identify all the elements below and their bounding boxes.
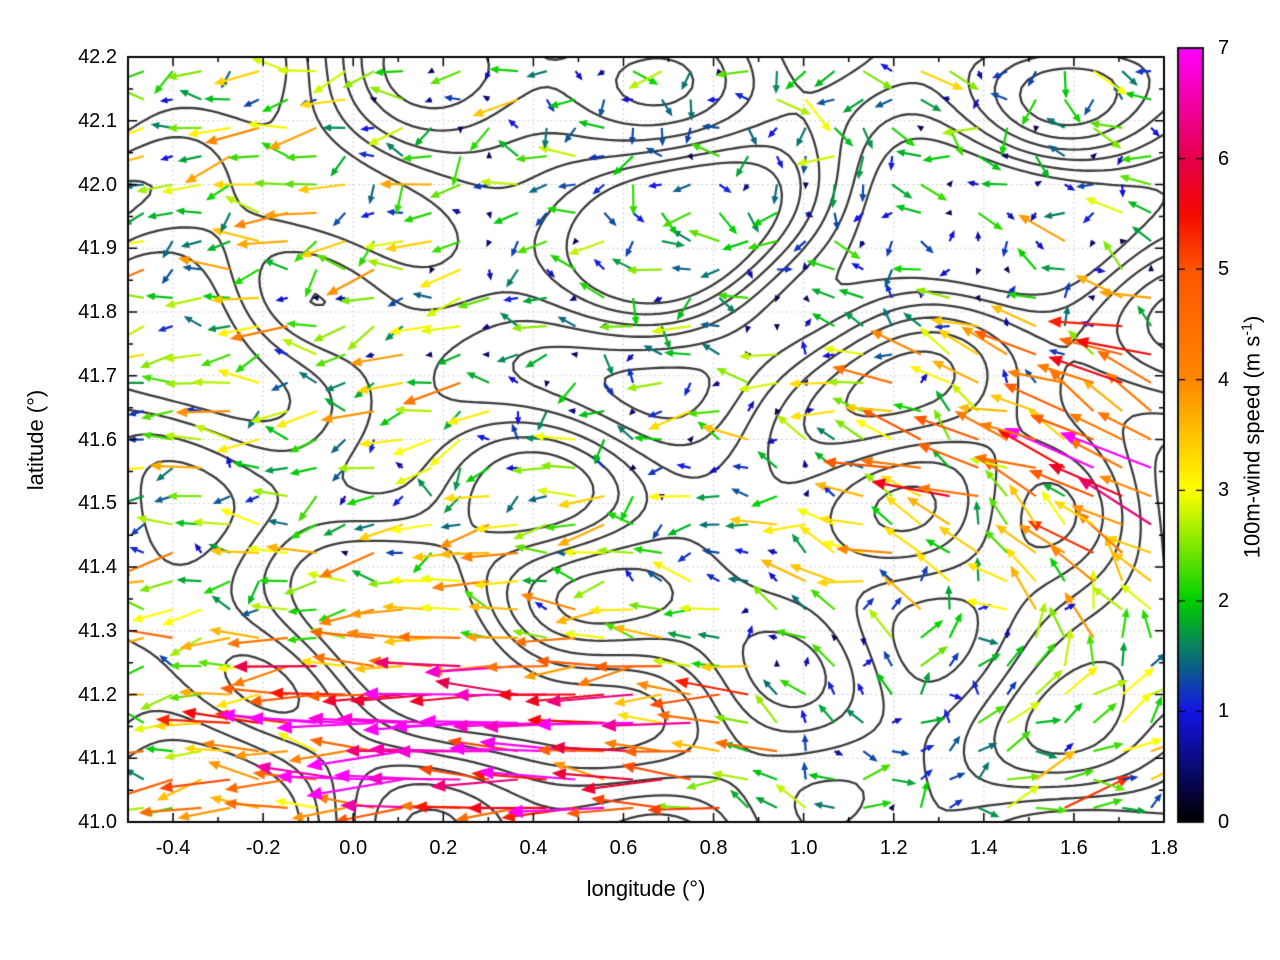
colorbar-label: 100m-wind speed (m s-1) — [1239, 315, 1265, 559]
y-tick-label: 41.8 — [78, 301, 117, 323]
x-tick-label: 0.4 — [519, 837, 548, 859]
y-tick-label: 41.6 — [78, 428, 117, 451]
x-tick-label: 1.6 — [1060, 837, 1088, 859]
colorbar-tick-label: 1 — [1218, 700, 1230, 723]
colorbar-tick-label: 2 — [1218, 589, 1230, 612]
x-tick-label: 0.6 — [609, 837, 638, 859]
x-axis-label: longitude (°) — [586, 876, 706, 901]
x-tick-label: 0.0 — [339, 837, 368, 859]
x-tick-label: -0.4 — [155, 837, 191, 859]
colorbar-label-close: ) — [1239, 315, 1265, 324]
y-tick-label: 41.9 — [78, 237, 117, 260]
y-tick-label: 41.2 — [78, 683, 117, 706]
y-tick-label: 41.5 — [78, 492, 117, 515]
y-tick-label: 41.3 — [78, 619, 117, 642]
colorbar-tick-label: 4 — [1218, 368, 1230, 391]
y-tick-label: 42.2 — [78, 46, 117, 68]
x-tick-label: -0.2 — [245, 837, 281, 859]
y-tick-label: 41.0 — [78, 811, 117, 833]
x-tick-label: 1.8 — [1150, 837, 1178, 859]
colorbar-tick-label: 7 — [1218, 37, 1230, 59]
colorbar-tick-label: 6 — [1218, 147, 1230, 170]
colorbar-tick-label: 0 — [1218, 811, 1230, 833]
y-tick-label: 41.1 — [78, 747, 117, 770]
y-tick-label: 42.0 — [78, 173, 117, 196]
colorbar-label-superscript: -1 — [1239, 323, 1256, 336]
colorbar-tick-label: 5 — [1218, 258, 1230, 281]
y-tick-label: 41.4 — [78, 556, 117, 578]
x-tick-label: 1.2 — [879, 837, 908, 859]
y-axis-label: latitude (°) — [23, 389, 48, 491]
x-tick-label: 0.8 — [699, 837, 728, 859]
y-tick-label: 41.7 — [78, 364, 117, 387]
x-tick-label: 1.0 — [789, 837, 818, 859]
x-tick-label: 0.2 — [429, 837, 458, 859]
y-tick-label: 42.1 — [78, 109, 117, 132]
colorbar-tick-label: 3 — [1218, 479, 1230, 502]
x-tick-label: 1.4 — [969, 837, 998, 859]
colorbar-label-text: 100m-wind speed (m s — [1239, 335, 1265, 559]
